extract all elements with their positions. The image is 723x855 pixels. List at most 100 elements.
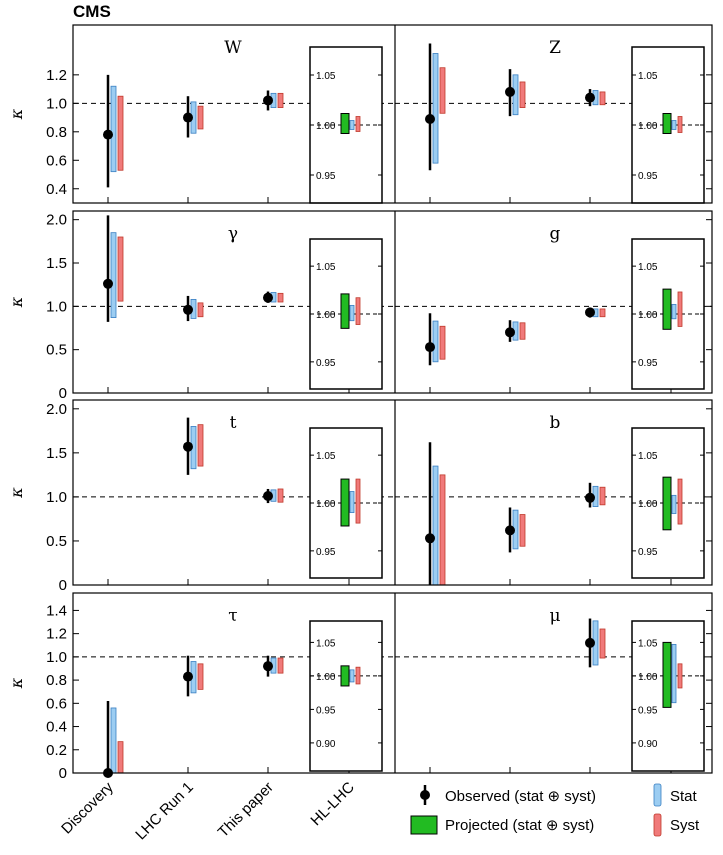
syst-error-bar [519, 81, 526, 108]
observed-marker [263, 661, 273, 672]
syst-error-bar [519, 322, 526, 340]
panel-1-1: g 1.05 1.00 0.95 [395, 224, 712, 393]
projected-total-bar [662, 288, 672, 330]
data-point-discovery [103, 74, 124, 188]
y-tick-label: 1.2 [46, 626, 67, 643]
data-point-this-paper [263, 291, 284, 303]
stat-error-bar [110, 707, 117, 774]
y-tick-label: 1.5 [46, 255, 67, 272]
projected-total-bar [662, 113, 672, 134]
legend-observed-label: Observed (stat ⊕ syst) [445, 788, 596, 805]
observed-marker [183, 304, 193, 315]
inset-tick-label: 1.05 [316, 638, 336, 649]
projected-stat-bar [349, 491, 355, 513]
data-point-discovery [103, 215, 124, 322]
data-point-lhc-run-1 [183, 96, 204, 138]
y-tick-label: 0 [59, 765, 67, 782]
data-point-discovery [103, 701, 124, 778]
syst-error-bar [117, 741, 124, 774]
data-point-this-paper [263, 488, 284, 504]
legend-syst: Syst [653, 813, 700, 837]
legend-projected: Projected (stat ⊕ syst) [410, 815, 594, 835]
inset-hl-lhc: 1.05 1.00 0.95 [631, 238, 705, 390]
inset-tick-label: 0.95 [316, 358, 336, 369]
syst-error-bar [197, 663, 204, 690]
y-tick-label: 0.8 [46, 124, 67, 141]
inset-tick-label: 1.05 [638, 451, 658, 462]
y-tick-label: 0.5 [46, 533, 67, 550]
projected-stat-bar [671, 494, 677, 514]
legend-stat-label: Stat [670, 788, 698, 805]
y-tick-label: 2.0 [46, 212, 67, 229]
panel-0-1: Z 1.05 1.00 0.95 [395, 38, 712, 204]
legend-stat: Stat [653, 783, 698, 807]
inset-tick-label: 1.05 [638, 71, 658, 82]
projected-syst-bar [355, 116, 361, 132]
panel-label: t [230, 413, 237, 433]
panel-2-1: b 1.05 1.00 0.95 [395, 413, 712, 586]
projected-syst-bar [677, 116, 683, 133]
data-point-lhc-run-1 [505, 507, 526, 553]
inset-tick-label: 0.95 [316, 705, 336, 716]
projected-stat-bar [671, 120, 677, 130]
observed-marker [103, 278, 113, 289]
legend-projected-label: Projected (stat ⊕ syst) [445, 817, 594, 834]
projected-syst-bar [355, 478, 361, 524]
inset-tick-label: 0.95 [638, 705, 658, 716]
inset-tick-label: 1.05 [316, 71, 336, 82]
syst-error-bar [599, 91, 606, 106]
observed-marker [183, 671, 193, 682]
panel-3-1: μ 1.05 1.00 0.95 0.90 [395, 606, 712, 773]
stat-error-bar [110, 85, 117, 173]
inset-tick-label: 1.05 [638, 638, 658, 649]
legend-syst-swatch [653, 813, 662, 837]
projected-syst-bar [677, 478, 683, 525]
panel-2-0: t 1.05 1.00 0.95 [73, 413, 395, 585]
y-tick-label: 1.0 [46, 649, 67, 666]
observed-marker [183, 441, 193, 452]
inset-tick-label: 1.05 [316, 262, 336, 273]
y-tick-label: 0.8 [46, 672, 67, 689]
data-point-this-paper [585, 307, 606, 318]
y-axis-label: κ [7, 677, 26, 689]
inset-tick-label: 0.95 [638, 547, 658, 558]
category-label-this-paper: This paper [215, 779, 277, 841]
panel-row-3: 0 0.2 0.4 0.6 0.8 1.0 1.2 1.4 κ τ 1.05 1.00 0.95 0.90… [7, 592, 713, 782]
panel-label: μ [549, 606, 560, 626]
projected-syst-bar [677, 291, 683, 327]
y-tick-label: 1.0 [46, 298, 67, 315]
inset-tick-label: 0.90 [638, 739, 658, 750]
observed-marker [425, 533, 435, 544]
projected-total-bar [662, 641, 672, 708]
data-point-this-paper [263, 655, 284, 677]
legend-observed: Observed (stat ⊕ syst) [420, 785, 596, 805]
observed-marker [505, 86, 515, 97]
inset-tick-label: 0.95 [638, 171, 658, 182]
y-axis-label: κ [7, 296, 26, 308]
inset-tick-label: 1.00 [638, 310, 658, 321]
observed-marker [103, 129, 113, 140]
inset-hl-lhc: 1.05 1.00 0.95 [309, 46, 383, 204]
panel-label: b [550, 413, 561, 433]
inset-tick-label: 0.95 [316, 171, 336, 182]
inset-hl-lhc: 1.05 1.00 0.95 0.90 [631, 620, 705, 772]
inset-frame [309, 620, 383, 772]
projected-total-bar [340, 665, 350, 687]
data-point-discovery [425, 442, 446, 586]
syst-error-bar [439, 474, 446, 586]
y-tick-label: 1.0 [46, 489, 67, 506]
projected-stat-bar [349, 669, 355, 683]
experiment-label: CMS [73, 2, 111, 21]
projected-total-bar [662, 476, 672, 531]
y-tick-label: 1.5 [46, 445, 67, 462]
observed-marker [425, 113, 435, 124]
observed-marker [585, 637, 595, 648]
inset-hl-lhc: 1.05 1.00 0.95 [631, 46, 705, 204]
row-frame [72, 24, 713, 204]
panel-label: γ [228, 224, 238, 244]
inset-hl-lhc: 1.05 1.00 0.95 [309, 427, 383, 579]
inset-tick-label: 1.05 [638, 262, 658, 273]
syst-error-bar [277, 488, 284, 503]
data-point-this-paper [585, 482, 606, 508]
